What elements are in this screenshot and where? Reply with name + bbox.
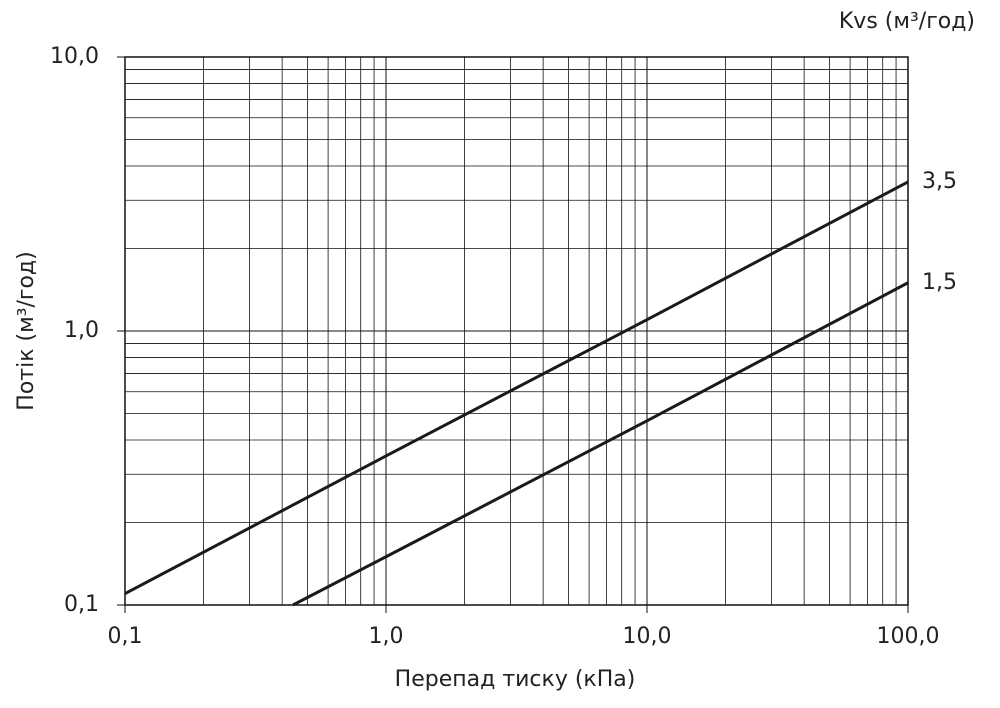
x-tick-label: 100,0: [877, 624, 940, 649]
plot-frame: [124, 56, 909, 606]
x-axis-label: Перепад тиску (кПа): [395, 667, 636, 692]
series-label: 3,5: [922, 169, 957, 194]
x-tick-label: 10,0: [623, 624, 672, 649]
y-tick-label: 10,0: [50, 44, 99, 69]
legend-title: Kvs (м³/год): [839, 9, 975, 34]
y-tick-label: 0,1: [64, 592, 99, 617]
y-axis-label: Потік (м³/год): [14, 251, 39, 410]
x-tick-label: 1,0: [369, 624, 404, 649]
series-label: 1,5: [922, 270, 957, 295]
x-tick-label: 0,1: [108, 624, 143, 649]
series-line: [292, 281, 909, 607]
y-tick-label: 1,0: [64, 318, 99, 343]
series-line: [124, 180, 909, 595]
